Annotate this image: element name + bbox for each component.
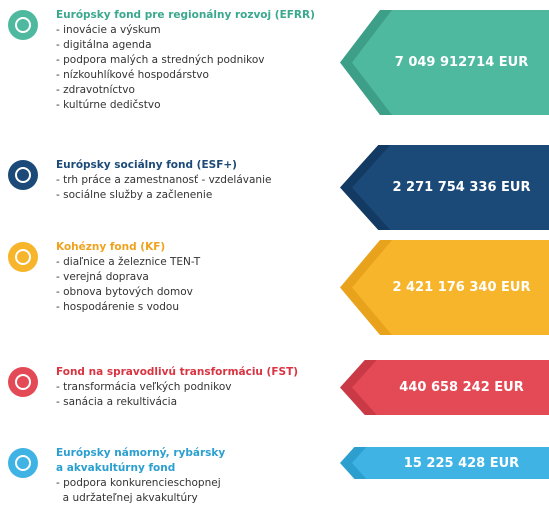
banner-face xyxy=(352,10,549,115)
fund-item: - inovácie a výskum xyxy=(56,24,161,36)
fund-text: Európsky námorný, rybársky a akvakultúrn… xyxy=(56,446,336,506)
banner-face xyxy=(352,360,549,415)
fund-item: - podpora malých a stredných podnikov xyxy=(56,54,265,66)
fund-item: a udržateľnej akvakultúry xyxy=(56,492,198,504)
banner-shape xyxy=(340,360,549,415)
icon-circle xyxy=(8,242,38,272)
fund-item: - nízkouhlíkové hospodárstvo xyxy=(56,69,209,81)
icon-circle xyxy=(8,367,38,397)
fund-title: Fond na spravodlivú transformáciu (FST) xyxy=(56,366,299,378)
banner-face xyxy=(352,145,549,230)
fund-amount: 15 225 428 EUR xyxy=(403,455,520,471)
amount-banner: 15 225 428 EUR xyxy=(340,447,549,479)
icon-circle xyxy=(8,10,38,40)
fund-item: - obnova bytových domov xyxy=(56,286,193,298)
fund-icon xyxy=(8,367,38,397)
fund-icon xyxy=(8,448,38,478)
fund-item: - sociálne služby a začlenenie xyxy=(56,189,213,201)
amount-banner: 440 658 242 EUR xyxy=(340,360,549,415)
fund-item: - zdravotníctvo xyxy=(56,84,135,96)
fund-item: - transformácia veľkých podnikov xyxy=(56,381,232,393)
fund-text: Kohézny fond (KF) - diaľnice a železnice … xyxy=(56,240,336,315)
banner-shape xyxy=(340,10,549,115)
fund-item: - kultúrne dedičstvo xyxy=(56,99,161,111)
fund-text: Fond na spravodlivú transformáciu (FST) -… xyxy=(56,365,336,410)
icon-circle xyxy=(8,160,38,190)
fund-item: - digitálna agenda xyxy=(56,39,152,51)
fund-icon xyxy=(8,242,38,272)
fund-icon xyxy=(8,10,38,40)
fund-item: - hospodárenie s vodou xyxy=(56,301,179,313)
banner-shape xyxy=(340,145,549,230)
fund-item: - diaľnice a železnice TEN-T xyxy=(56,256,201,268)
fund-title: Európsky sociálny fond (ESF+) xyxy=(56,159,237,171)
banner-face xyxy=(352,447,549,479)
fund-amount: 440 658 242 EUR xyxy=(399,380,524,395)
fund-text: Európsky fond pre regionálny rozvoj (EFR… xyxy=(56,8,336,113)
fund-amount: 2 421 176 340 EUR xyxy=(392,280,531,295)
banner-shape xyxy=(340,447,549,479)
banner-shape xyxy=(340,240,549,335)
icon-glyph xyxy=(15,167,31,183)
fund-title: Európsky námorný, rybársky a akvakultúrn… xyxy=(56,447,226,474)
fund-item: - podpora konkurencieschopnej xyxy=(56,477,221,489)
amount-banner: 7 049 912714 EUR xyxy=(340,10,549,115)
amount-banner: 2 421 176 340 EUR xyxy=(340,240,549,335)
fund-item: - sanácia a rekultivácia xyxy=(56,396,178,408)
fund-icon xyxy=(8,160,38,190)
fund-item: - trh práce a zamestnanosť - vzdelávanie xyxy=(56,174,272,186)
icon-glyph xyxy=(15,374,31,390)
amount-banner: 2 271 754 336 EUR xyxy=(340,145,549,230)
icon-glyph xyxy=(15,17,31,33)
banner-face xyxy=(352,240,549,335)
icon-circle xyxy=(8,448,38,478)
fund-title: Kohézny fond (KF) xyxy=(56,241,166,253)
fund-amount: 2 271 754 336 EUR xyxy=(392,180,531,195)
fund-title: Európsky fond pre regionálny rozvoj (EFR… xyxy=(56,9,315,21)
icon-glyph xyxy=(15,455,31,471)
fund-text: Európsky sociálny fond (ESF+) - trh práce… xyxy=(56,158,336,203)
fund-amount: 7 049 912714 EUR xyxy=(394,55,529,70)
icon-glyph xyxy=(15,249,31,265)
fund-item: - verejná doprava xyxy=(56,271,149,283)
